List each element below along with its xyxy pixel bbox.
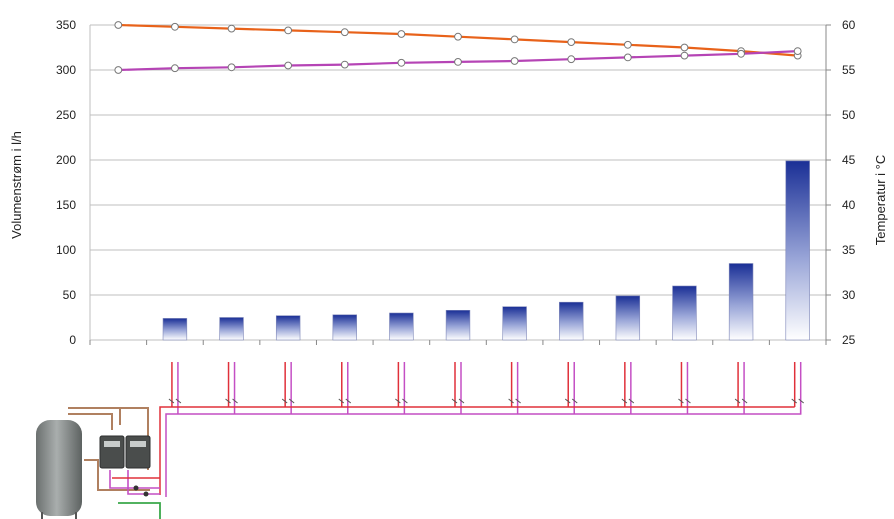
right-axis: 25 30 35 40 45 50 55 60 [826, 18, 856, 347]
line-marker [567, 38, 576, 46]
return-main-pipe [165, 407, 802, 497]
y-tick-label-right: 60 [842, 18, 856, 32]
line-marker [510, 57, 519, 65]
line-marker [680, 43, 689, 52]
meter-display [130, 441, 146, 447]
line-marker [737, 49, 745, 58]
left-axis: 0 50 100 150 200 250 300 350 [56, 18, 76, 347]
y-tick-label-right: 25 [842, 333, 856, 347]
supply-main-pipe [159, 406, 795, 495]
valve-icon [451, 398, 465, 404]
meter-display [104, 441, 120, 447]
line-marker [567, 55, 576, 64]
line-marker [340, 28, 349, 37]
bar [785, 160, 810, 341]
line-marker [171, 64, 179, 73]
bar [162, 318, 188, 341]
line-marker [227, 63, 236, 72]
bar [502, 306, 527, 341]
bar [728, 263, 754, 341]
bar [445, 309, 471, 341]
y-tick-label-left: 350 [56, 18, 76, 32]
valve-icon [621, 398, 635, 404]
valve-icon [338, 398, 352, 404]
x-axis [89, 340, 827, 345]
y-tick-label-left: 50 [63, 288, 77, 302]
line-series [114, 21, 802, 74]
line-marker [227, 24, 236, 33]
line-marker [623, 53, 632, 62]
heat-meter-icon [99, 435, 125, 469]
line-marker [171, 22, 179, 31]
line-marker [510, 35, 519, 44]
pump-icon [143, 491, 149, 497]
valve-icon [225, 398, 238, 404]
y-tick-label-left: 0 [69, 333, 76, 347]
line-marker [793, 47, 802, 55]
y-tick-label-right: 30 [842, 288, 856, 302]
y-tick-label-right: 50 [842, 108, 856, 122]
y-tick-label-left: 250 [56, 108, 76, 122]
line-marker [454, 32, 462, 41]
valve-icon [168, 398, 182, 404]
line-marker [114, 21, 123, 29]
bar [275, 315, 301, 341]
line-marker [114, 66, 123, 74]
valve-icon [508, 398, 521, 404]
valve-icon [395, 398, 408, 404]
y-tick-label-left: 100 [56, 243, 76, 257]
cold-water-pipe [118, 502, 161, 519]
line-marker [454, 58, 462, 66]
line-marker [284, 61, 293, 70]
y-tick-label-left: 300 [56, 63, 76, 77]
pump-icon [133, 485, 139, 491]
bar [332, 314, 357, 341]
bar [219, 317, 244, 341]
line-marker [340, 60, 349, 69]
y-tick-label-right: 40 [842, 198, 856, 212]
bar-series [162, 160, 810, 341]
y-tick-label-left: 150 [56, 198, 76, 212]
valve-icon [791, 398, 805, 404]
valve-icon [281, 398, 295, 404]
line-marker [397, 58, 406, 67]
valve-icon [564, 398, 578, 404]
line-marker [623, 40, 632, 49]
bar [389, 312, 414, 341]
heating-system-diagram [36, 362, 805, 519]
valve-icon [734, 398, 748, 404]
bar [559, 301, 584, 341]
storage-tank-icon [36, 420, 82, 516]
line-marker [680, 51, 689, 60]
tank-return-pipe [84, 459, 150, 491]
bar [672, 285, 697, 341]
heat-meter-icon [125, 435, 151, 469]
y-axis-title-right: Temperatur i °C [873, 155, 888, 245]
line-marker [397, 30, 406, 38]
line-marker [284, 26, 293, 35]
y-tick-label-right: 45 [842, 153, 856, 167]
y-tick-label-right: 55 [842, 63, 856, 77]
y-axis-title-left: Volumenstrøm i l/h [9, 131, 24, 239]
gridlines [89, 24, 827, 341]
bar [615, 295, 641, 341]
valve-icon [678, 398, 691, 404]
y-tick-label-left: 200 [56, 153, 76, 167]
y-tick-label-right: 35 [842, 243, 856, 257]
